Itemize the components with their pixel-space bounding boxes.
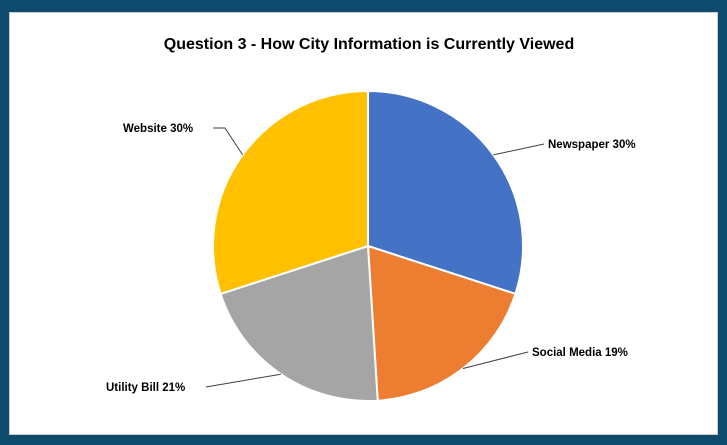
chart-panel: Question 3 - How City Information is Cur… — [9, 12, 718, 435]
leader-line-utility-bill — [205, 373, 281, 388]
slice-newspaper — [367, 89, 524, 296]
chart-title: Question 3 - How City Information is Cur… — [164, 36, 574, 53]
pie-chart: Question 3 - How City Information is Cur… — [106, 36, 636, 402]
slice-utility-bill — [219, 244, 379, 402]
leader-line-website — [213, 127, 244, 156]
data-labels: Newspaper 30% Social Media 19% Utility Bil… — [106, 123, 636, 394]
data-label-website: Website 30% — [123, 123, 193, 135]
leader-line-social-media — [462, 351, 529, 369]
data-label-utility-bill: Utility Bill 21% — [106, 382, 185, 394]
data-label-newspaper: Newspaper 30% — [548, 139, 636, 151]
slice-website — [212, 89, 369, 296]
label-leader-lines — [205, 127, 545, 388]
leader-line-newspaper — [493, 143, 545, 156]
pie-slices — [212, 89, 524, 402]
data-label-social-media: Social Media 19% — [532, 347, 628, 359]
